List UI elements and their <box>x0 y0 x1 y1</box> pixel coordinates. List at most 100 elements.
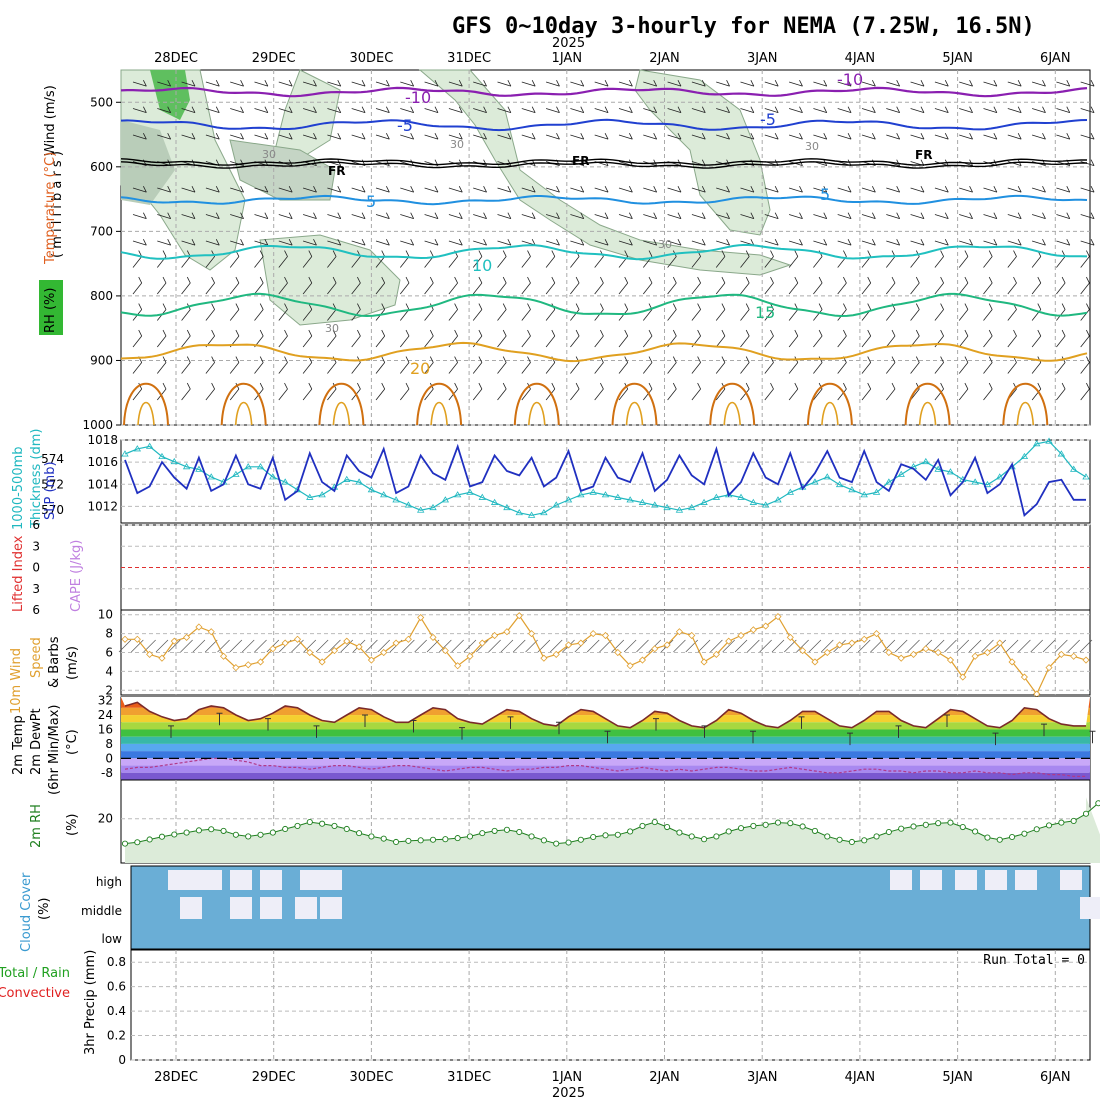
rh-point <box>935 820 942 827</box>
wind-barb-flag <box>332 329 337 337</box>
wind-barb-flag <box>799 106 803 113</box>
wind-barb <box>861 108 876 114</box>
wind-barb <box>230 240 244 246</box>
wind-speed-point <box>897 654 905 662</box>
wind-barb-flag <box>551 382 556 390</box>
wind-barb <box>1056 187 1070 193</box>
wind-barb-flag <box>381 329 386 337</box>
cloud-gap <box>295 897 317 919</box>
wind-barb <box>157 214 171 220</box>
wind-barb-flag <box>944 238 949 246</box>
wind-barb-flag <box>818 276 823 284</box>
wind-barb <box>1007 187 1022 193</box>
wind-barb-flag <box>988 382 993 390</box>
date-tick-label: 28DEC <box>154 1070 198 1085</box>
wind-barb-flag <box>1037 329 1042 337</box>
wind-barb-flag <box>896 185 901 193</box>
wind-barb-flag <box>891 356 896 363</box>
wind-barb-flag <box>745 303 750 310</box>
wind-barb-flag <box>1086 356 1090 363</box>
rh-point <box>959 823 966 831</box>
wind-barb <box>837 240 852 246</box>
isotherm-loop <box>234 401 253 426</box>
minmax-marker <box>1041 723 1047 737</box>
wind-barb-flag <box>429 250 434 257</box>
wind-barb-flag <box>770 276 774 284</box>
wind-barb <box>205 187 220 193</box>
wind-barb <box>448 309 458 321</box>
wind-barb <box>716 214 730 220</box>
wind-barb <box>132 388 143 401</box>
wind-barb <box>472 335 483 348</box>
wind-barb <box>1007 214 1022 220</box>
wind-barb-flag <box>454 356 458 363</box>
wind-barb <box>691 134 706 140</box>
wind-barb-flag <box>386 132 390 140</box>
wind-barb-flag <box>284 250 288 257</box>
upper-temp-label: Temperature (°C) <box>43 152 58 265</box>
wind-barb-flag <box>288 212 293 219</box>
wind-barb <box>351 240 366 246</box>
thickness-point <box>761 501 770 508</box>
wind-barb <box>424 134 439 140</box>
wind-barb <box>764 134 779 140</box>
wind-barb-flag <box>701 212 706 219</box>
temp-mask <box>121 697 1090 728</box>
wind-barb-flag <box>745 329 750 337</box>
thickness-point <box>601 491 610 498</box>
wind-barb <box>302 388 313 401</box>
wind-barb <box>570 81 584 87</box>
precip-tick-label: 0.4 <box>107 1004 126 1018</box>
wind-speed-point <box>441 647 449 655</box>
wind-barb <box>715 388 726 401</box>
wind-barb <box>1056 214 1070 220</box>
wind-barb-flag <box>823 185 828 193</box>
isotherm-line <box>120 243 1088 261</box>
thickness-point <box>158 452 166 459</box>
wind-barb-flag <box>211 356 215 363</box>
wind-barb <box>254 214 268 220</box>
wind-barb-flag <box>556 212 560 219</box>
thickness-point <box>675 506 684 513</box>
wind-barb-flag <box>429 329 434 337</box>
wind-barb <box>1007 81 1022 87</box>
wind-barb <box>959 214 973 220</box>
precip-axis: 0 0.2 0.4 0.6 0.8 <box>107 955 126 1067</box>
wind-barb-flag <box>867 382 872 390</box>
wind-barb <box>351 81 366 87</box>
wind-barb-flag <box>483 79 487 87</box>
wind-barb-flag <box>191 185 196 193</box>
wind-barb-flag <box>211 276 215 284</box>
wind-barb <box>229 388 240 401</box>
wind-barb <box>934 282 944 295</box>
thickness-point <box>700 498 708 505</box>
rh-point <box>614 831 621 838</box>
wind-speed-point <box>380 648 388 657</box>
wind-barb-flag <box>240 106 244 113</box>
wind-barb <box>521 81 536 87</box>
wind-barb-flag <box>794 250 799 257</box>
wind-barb-flag <box>604 132 609 140</box>
wind-barb-flag <box>915 356 920 363</box>
wind-barb-flag <box>337 106 342 113</box>
wind-barb-flag <box>240 79 244 87</box>
wind-barb-flag <box>361 238 366 246</box>
surface-wind-barb <box>1030 639 1043 653</box>
wind-barb-flag <box>872 185 876 193</box>
thickness-point <box>848 486 856 493</box>
date-tick-label: 3JAN <box>747 1070 778 1085</box>
wind-barb-flag <box>726 79 730 87</box>
wind-barb <box>934 335 944 348</box>
wind-barb <box>788 214 803 220</box>
wind-barb <box>667 108 682 114</box>
wind-barb-flag <box>434 79 439 87</box>
wind-barb-flag <box>308 382 313 390</box>
pressure-axis: 500 600 700 800 900 1000 <box>82 95 121 432</box>
surface-wind-barb <box>131 639 144 653</box>
wind-barb <box>497 309 507 321</box>
wind-barb-flag <box>629 212 633 219</box>
cloud-gap <box>320 897 342 919</box>
wind-barb-flag <box>162 250 167 257</box>
wind-barb-flag <box>867 250 872 257</box>
